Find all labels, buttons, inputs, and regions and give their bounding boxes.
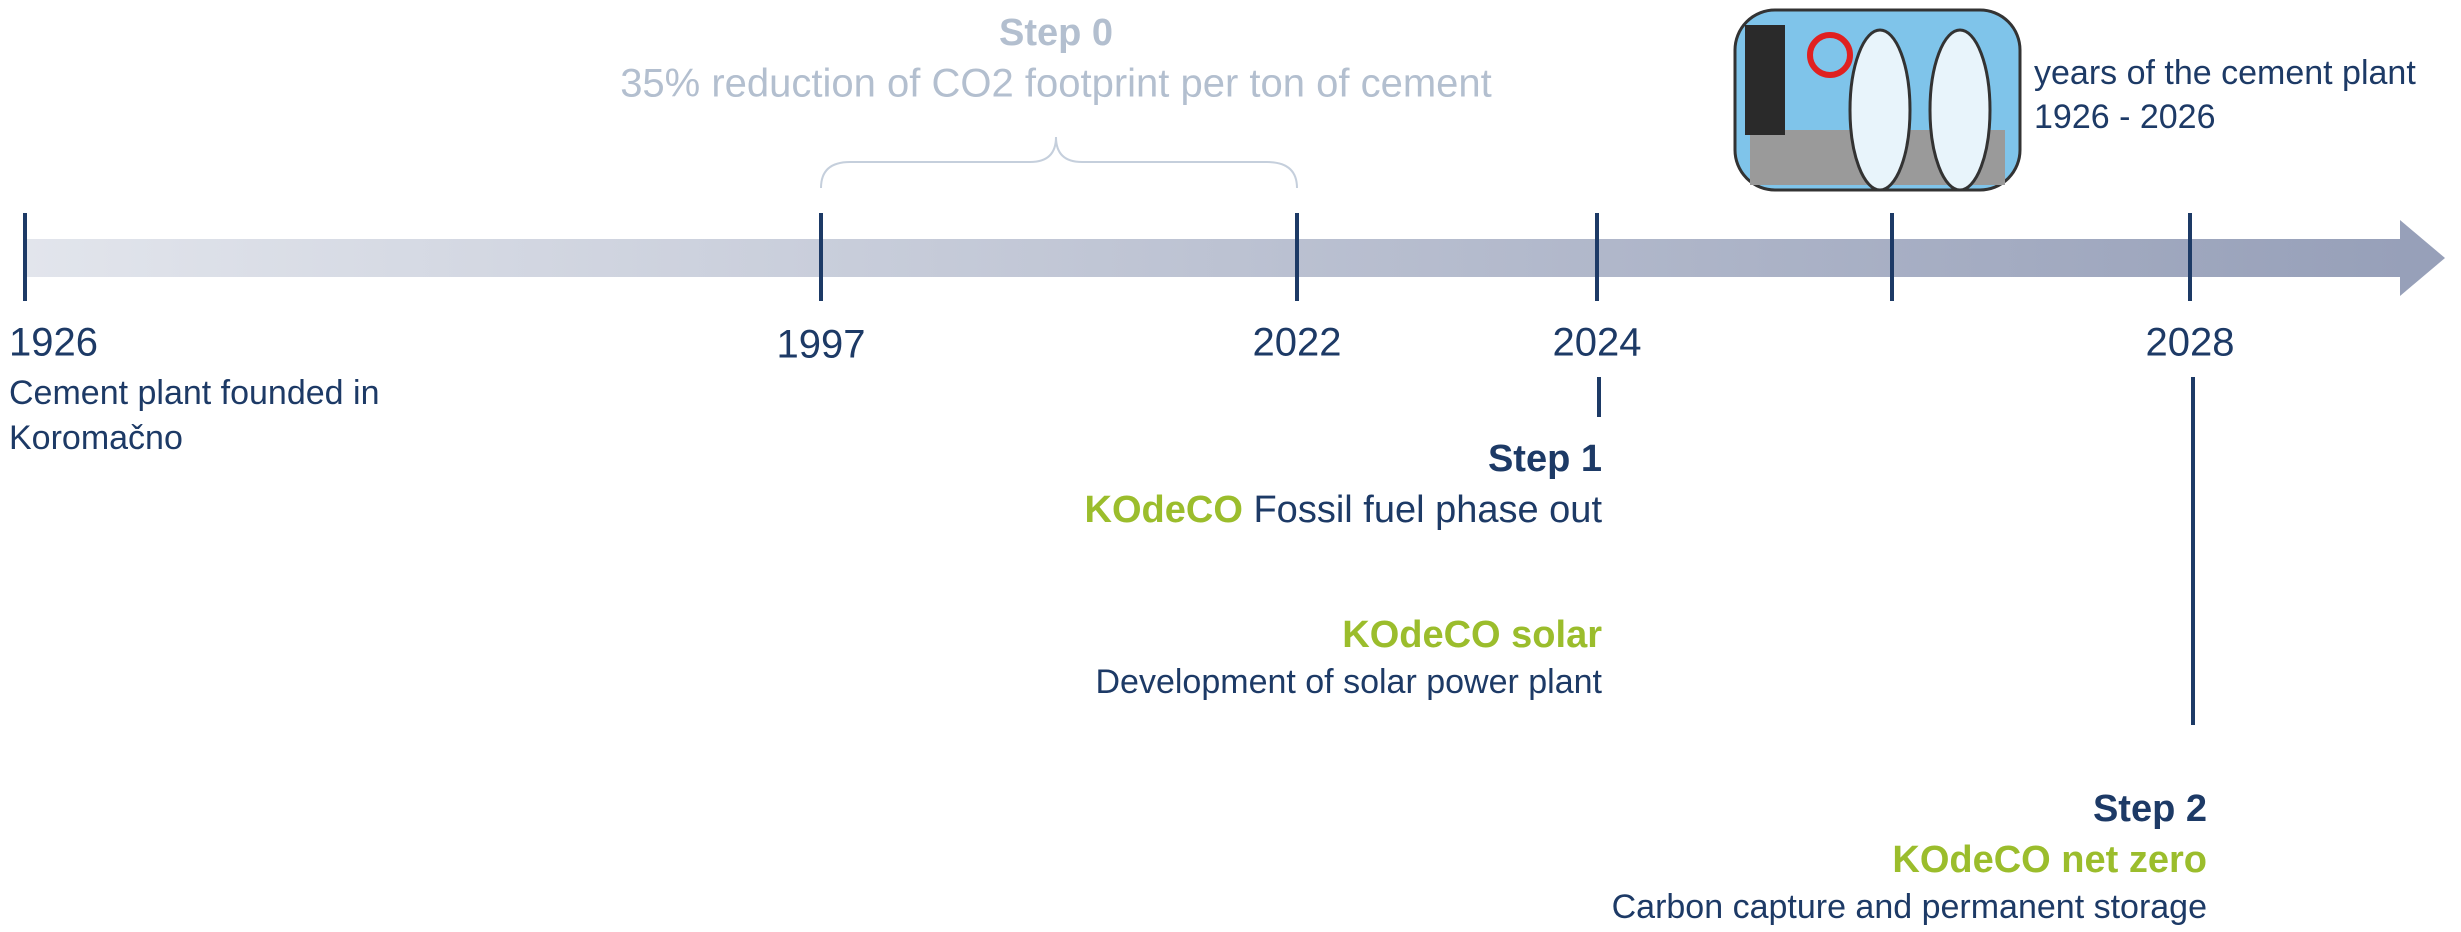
brand-title: KOdeCO net zero [1892, 839, 2207, 881]
timeline-diagram: Step 0 35% reduction of CO2 footprint pe… [0, 0, 2461, 927]
step-title: Step 2 [2093, 788, 2207, 830]
brace [821, 137, 1297, 188]
step-text: Fossil fuel phase out [1253, 489, 1602, 531]
step-text: 35% reduction of CO2 footprint per ton o… [620, 62, 1492, 106]
anniversary-text: years of the cement plant [2034, 54, 2416, 92]
arrow-head [2400, 220, 2445, 296]
ticks [25, 213, 2193, 725]
event-text: Koromačno [9, 419, 183, 457]
year-label: 2022 [1253, 321, 1342, 365]
step-line: KOdeCO Fossil fuel phase out [1085, 489, 1603, 531]
step-text: Carbon capture and permanent storage [1612, 888, 2207, 926]
year-label: 1997 [777, 323, 866, 367]
year-label: 1926 [9, 321, 98, 365]
brand-title: KOdeCO solar [1342, 614, 1602, 656]
year-label: 2028 [2146, 321, 2235, 365]
anniversary-logo [1735, 10, 2020, 190]
anniversary-period: 1926 - 2026 [2034, 98, 2216, 136]
brand: KOdeCO [1085, 489, 1243, 531]
event-text: Cement plant founded in [9, 374, 379, 412]
step-title: Step 1 [1488, 438, 1602, 480]
space [1243, 489, 1254, 531]
step-text: Development of solar power plant [1096, 663, 1603, 701]
year-label: 2024 [1553, 321, 1642, 365]
step-title: Step 0 [999, 12, 1113, 54]
timeline-band [25, 239, 2405, 277]
